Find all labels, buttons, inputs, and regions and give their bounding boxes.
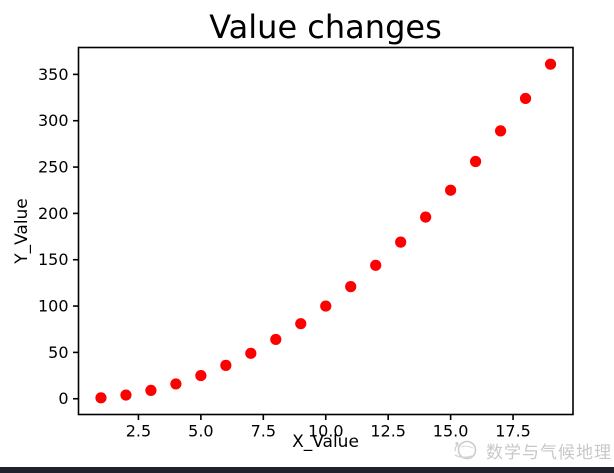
svg-text:0: 0 bbox=[58, 389, 68, 408]
chart-title: Value changes bbox=[209, 8, 442, 46]
svg-text:200: 200 bbox=[38, 204, 69, 223]
svg-text:350: 350 bbox=[38, 65, 69, 84]
globe-logo-icon bbox=[454, 440, 477, 460]
y-axis-label: Y_Value bbox=[12, 198, 32, 264]
svg-text:150: 150 bbox=[38, 250, 69, 269]
svg-text:50: 50 bbox=[48, 343, 68, 362]
svg-text:100: 100 bbox=[38, 297, 69, 316]
watermark-text: 数学与气候地理 bbox=[486, 442, 612, 463]
video-progress-bar bbox=[0, 467, 614, 473]
x-axis-label: X_Value bbox=[292, 432, 359, 452]
watermark: 数学与气候地理 bbox=[452, 437, 612, 463]
svg-text:300: 300 bbox=[38, 111, 69, 130]
svg-text:250: 250 bbox=[38, 158, 69, 177]
